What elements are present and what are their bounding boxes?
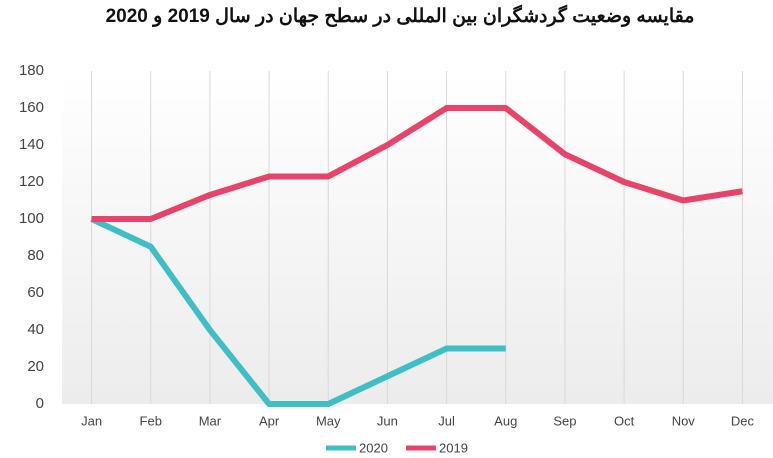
x-tick-label: Dec bbox=[731, 413, 755, 428]
x-tick-label: Oct bbox=[614, 413, 635, 428]
y-tick-label: 140 bbox=[19, 136, 44, 153]
x-tick-label: Mar bbox=[199, 413, 222, 428]
y-tick-label: 0 bbox=[36, 395, 44, 412]
y-tick-label: 20 bbox=[27, 358, 44, 375]
plot-background bbox=[62, 71, 773, 404]
y-tick-label: 80 bbox=[27, 247, 44, 264]
x-tick-label: May bbox=[316, 413, 341, 428]
legend-label: 2019 bbox=[439, 440, 468, 455]
series-line bbox=[91, 105, 743, 222]
legend-label: 2020 bbox=[359, 440, 388, 455]
x-tick-label: Jul bbox=[438, 413, 455, 428]
x-tick-label: Apr bbox=[259, 413, 280, 428]
x-tick-label: Sep bbox=[553, 413, 576, 428]
y-tick-label: 160 bbox=[19, 99, 44, 116]
x-tick-label: Feb bbox=[140, 413, 162, 428]
x-tick-label: Nov bbox=[672, 413, 696, 428]
y-tick-label: 120 bbox=[19, 173, 44, 190]
x-tick-label: Aug bbox=[494, 413, 517, 428]
x-tick-label: Jun bbox=[377, 413, 398, 428]
y-tick-label: 60 bbox=[27, 284, 44, 301]
y-tick-label: 180 bbox=[19, 62, 44, 79]
chart-title: مقایسه وضعیت گردشگران بین المللی در سطح … bbox=[105, 6, 695, 27]
y-tick-label: 40 bbox=[27, 321, 44, 338]
series-line bbox=[90, 216, 506, 407]
x-tick-label: Jan bbox=[81, 413, 102, 428]
y-tick-label: 100 bbox=[19, 210, 44, 227]
